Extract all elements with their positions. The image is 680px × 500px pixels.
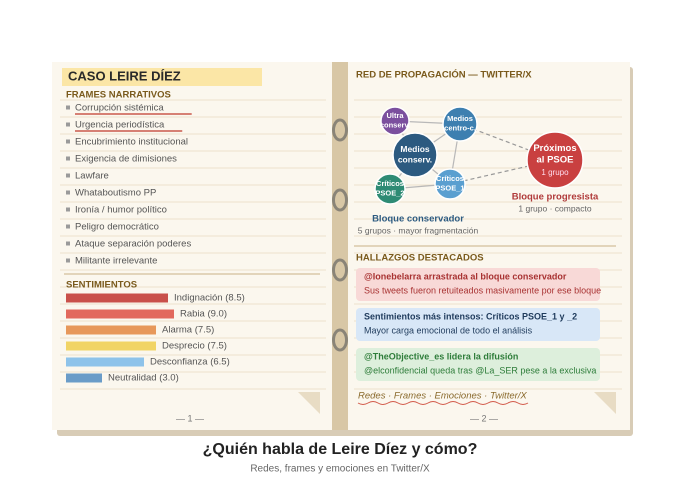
network-edge-dashed bbox=[449, 159, 556, 185]
ring bbox=[332, 188, 348, 212]
finding-text: Mayor carga emocional de todo el análisi… bbox=[364, 325, 533, 335]
frame-item: Militante irrelevante bbox=[75, 256, 157, 267]
sentiment-label: Desconfianza (6.5) bbox=[150, 357, 230, 368]
finding-title: @Ionebelarra arrastrada al bloque conser… bbox=[364, 271, 567, 281]
node-sublabel: 1 grupo bbox=[541, 168, 569, 177]
group-note: 5 grupos · mayor fragmentación bbox=[358, 225, 479, 235]
finding-title: Sentimientos más intensos: Críticos PSOE… bbox=[364, 311, 577, 321]
section-heading: HALLAZGOS DESTACADOS bbox=[356, 253, 484, 264]
node-label: al PSOE bbox=[537, 154, 574, 165]
group-title: Bloque progresista bbox=[512, 192, 599, 203]
squiggle bbox=[357, 401, 529, 405]
finding-card bbox=[356, 348, 600, 381]
bullet bbox=[66, 258, 70, 263]
node-label: PSOE_1 bbox=[435, 184, 464, 193]
node-label: Ultra bbox=[386, 111, 404, 120]
sentiment-bar bbox=[66, 373, 102, 383]
finding-text: @elconfidencial queda tras @La_SER pese … bbox=[364, 365, 596, 375]
node-label: Medios bbox=[400, 144, 430, 154]
bullet bbox=[66, 207, 70, 212]
ring bbox=[332, 118, 348, 142]
ring bbox=[332, 328, 348, 352]
bullet bbox=[66, 156, 70, 161]
frame-item: Whataboutismo PP bbox=[75, 188, 156, 199]
case-title: CASO LEIRE DÍEZ bbox=[68, 68, 181, 83]
bullet bbox=[66, 241, 70, 246]
finding-card bbox=[356, 268, 600, 301]
network-node bbox=[434, 168, 466, 200]
network-node bbox=[392, 132, 438, 178]
section-heading: SENTIMIENTOS bbox=[66, 280, 137, 291]
frame-item: Lawfare bbox=[75, 171, 109, 182]
group-title: Bloque conservador bbox=[372, 214, 464, 225]
sentiment-label: Neutralidad (3.0) bbox=[108, 373, 179, 384]
page-fold bbox=[298, 392, 320, 414]
node-label: Críticos bbox=[376, 179, 404, 188]
page-number: — 2 — bbox=[470, 413, 498, 423]
sentiment-label: Alarma (7.5) bbox=[162, 325, 214, 336]
main-title: ¿Quién habla de Leire Díez y cómo? bbox=[203, 441, 478, 458]
node-label: conserv. bbox=[398, 155, 432, 165]
frame-item: Exigencia de dimisiones bbox=[75, 154, 177, 165]
sentiment-bar bbox=[66, 325, 156, 335]
frame-item: Encubrimiento institucional bbox=[75, 137, 188, 148]
bullet bbox=[66, 173, 70, 178]
spine bbox=[332, 62, 348, 430]
subtitle: Redes, frames y emociones en Twitter/X bbox=[250, 464, 430, 475]
network-node bbox=[380, 106, 410, 136]
node-label: Medios bbox=[447, 114, 473, 123]
sentiment-label: Rabia (9.0) bbox=[180, 309, 227, 320]
sentiment-bar bbox=[66, 309, 174, 319]
finding-card bbox=[356, 308, 600, 341]
node-label: centro-c. bbox=[444, 124, 476, 133]
sentiment-bar bbox=[66, 293, 168, 303]
bullet bbox=[66, 190, 70, 195]
network-node bbox=[442, 106, 478, 142]
rings bbox=[332, 118, 348, 352]
network-node bbox=[374, 173, 406, 205]
sentiment-bar bbox=[66, 341, 156, 351]
node-label: Críticos bbox=[436, 174, 464, 183]
finding-title: @TheObjective_es lidera la difusión bbox=[364, 351, 518, 361]
bullet bbox=[66, 224, 70, 229]
page-number: — 1 — bbox=[176, 413, 204, 423]
frame-item: Urgencia periodística bbox=[75, 120, 165, 131]
frame-item: Corrupción sistémica bbox=[75, 103, 164, 114]
group-note: 1 grupo · compacto bbox=[518, 203, 592, 213]
node-label: conserv. bbox=[380, 121, 410, 130]
sentiment-label: Desprecio (7.5) bbox=[162, 341, 227, 352]
frame-item: Ironía / humor político bbox=[75, 205, 167, 216]
left-page bbox=[52, 62, 332, 430]
node-label: PSOE_2 bbox=[375, 189, 404, 198]
node-label: Próximos bbox=[533, 143, 576, 154]
section-heading: FRAMES NARRATIVOS bbox=[66, 90, 171, 101]
section-heading: RED DE PROPAGACIÓN — TWITTER/X bbox=[356, 69, 532, 81]
title-box bbox=[62, 68, 262, 86]
sentiment-label: Indignación (8.5) bbox=[174, 293, 245, 304]
sentiment-bar bbox=[66, 357, 144, 367]
network-node bbox=[526, 131, 584, 189]
bullet bbox=[66, 122, 70, 127]
ring bbox=[332, 258, 348, 282]
finding-text: Sus tweets fueron retuiteados masivament… bbox=[364, 285, 601, 295]
bullet bbox=[66, 105, 70, 110]
frame-item: Ataque separación poderes bbox=[75, 239, 191, 250]
frame-item: Peligro democrático bbox=[75, 222, 159, 233]
bullet bbox=[66, 139, 70, 144]
footer-note: Redes · Frames · Emociones · Twitter/X bbox=[358, 391, 527, 402]
page-fold bbox=[594, 392, 616, 414]
